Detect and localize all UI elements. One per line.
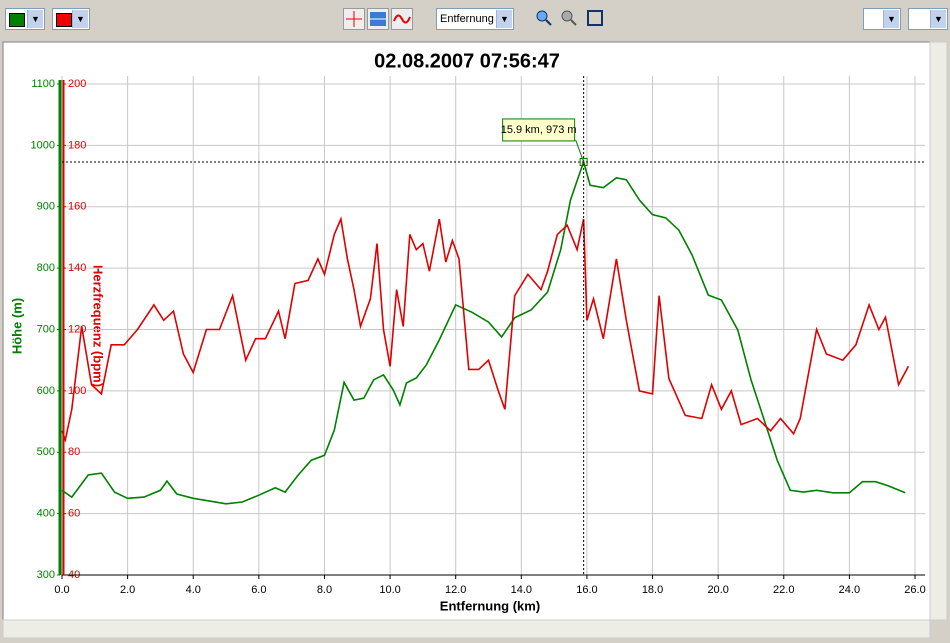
x-tick-label: 8.0 bbox=[317, 584, 332, 596]
y-tick-label: 300 bbox=[37, 569, 55, 581]
y-tick-label: 600 bbox=[37, 385, 55, 397]
y2-tick-label: 160 bbox=[68, 201, 86, 213]
cursor-leader bbox=[575, 139, 585, 163]
x-tick-label: 20.0 bbox=[707, 584, 728, 596]
y-tick-label: 500 bbox=[37, 446, 55, 458]
zoom-in-button[interactable] bbox=[534, 8, 556, 30]
y2-axis-label: Herzfrequenz (bpm) bbox=[91, 265, 106, 387]
y-tick-label: 1100 bbox=[31, 78, 55, 90]
x-tick-label: 24.0 bbox=[839, 584, 860, 596]
y-tick-label: 400 bbox=[37, 508, 55, 520]
cursor-box bbox=[502, 118, 576, 142]
y2-tick-label: 60 bbox=[68, 508, 80, 520]
crosshair-button[interactable] bbox=[343, 8, 365, 30]
cursor-label: 15.9 km, 973 m bbox=[501, 124, 577, 136]
dropdown[interactable]: ▼ bbox=[908, 8, 948, 30]
h-scrollbar[interactable] bbox=[2, 619, 931, 639]
color-picker[interactable]: ▼ bbox=[52, 8, 90, 30]
y2-tick-label: 180 bbox=[68, 139, 86, 151]
y-tick-label: 1000 bbox=[31, 139, 55, 151]
chart-title: 02.08.2007 07:56:47 bbox=[374, 50, 560, 72]
data-line bbox=[61, 216, 910, 443]
y2-tick-label: 140 bbox=[68, 262, 86, 274]
mode-select[interactable]: Entfernung ▼ bbox=[436, 8, 514, 30]
mode-text: Entfernung bbox=[440, 13, 494, 25]
y2-tick-label: 80 bbox=[68, 446, 80, 458]
zoom-fit-button[interactable] bbox=[585, 8, 607, 30]
x-tick-label: 26.0 bbox=[904, 584, 925, 596]
y-tick-label: 900 bbox=[37, 201, 55, 213]
curve-button[interactable] bbox=[391, 8, 413, 30]
x-tick-label: 16.0 bbox=[576, 584, 597, 596]
dropdown[interactable]: ▼ bbox=[863, 8, 901, 30]
x-axis-label: Entfernung (km) bbox=[440, 598, 540, 613]
color-picker[interactable]: ▼ bbox=[5, 8, 45, 30]
x-tick-label: 4.0 bbox=[186, 584, 201, 596]
grid-button[interactable] bbox=[367, 8, 389, 30]
x-tick-label: 6.0 bbox=[251, 584, 266, 596]
x-tick-label: 10.0 bbox=[379, 584, 400, 596]
v-scrollbar[interactable] bbox=[929, 41, 948, 621]
y-tick-label: 700 bbox=[37, 323, 55, 335]
x-tick-label: 2.0 bbox=[120, 584, 135, 596]
zoom-out-button[interactable] bbox=[559, 8, 581, 30]
x-tick-label: 12.0 bbox=[445, 584, 466, 596]
y-tick-label: 800 bbox=[37, 262, 55, 274]
x-tick-label: 14.0 bbox=[511, 584, 532, 596]
cursor-point bbox=[579, 157, 588, 166]
x-tick-label: 0.0 bbox=[54, 584, 69, 596]
y-axis-label: Höhe (m) bbox=[9, 298, 24, 354]
data-line bbox=[61, 159, 906, 505]
x-tick-label: 18.0 bbox=[642, 584, 663, 596]
chart-area bbox=[2, 41, 931, 621]
x-tick-label: 22.0 bbox=[773, 584, 794, 596]
y2-tick-label: 200 bbox=[68, 78, 86, 90]
y2-tick-label: 100 bbox=[68, 385, 86, 397]
